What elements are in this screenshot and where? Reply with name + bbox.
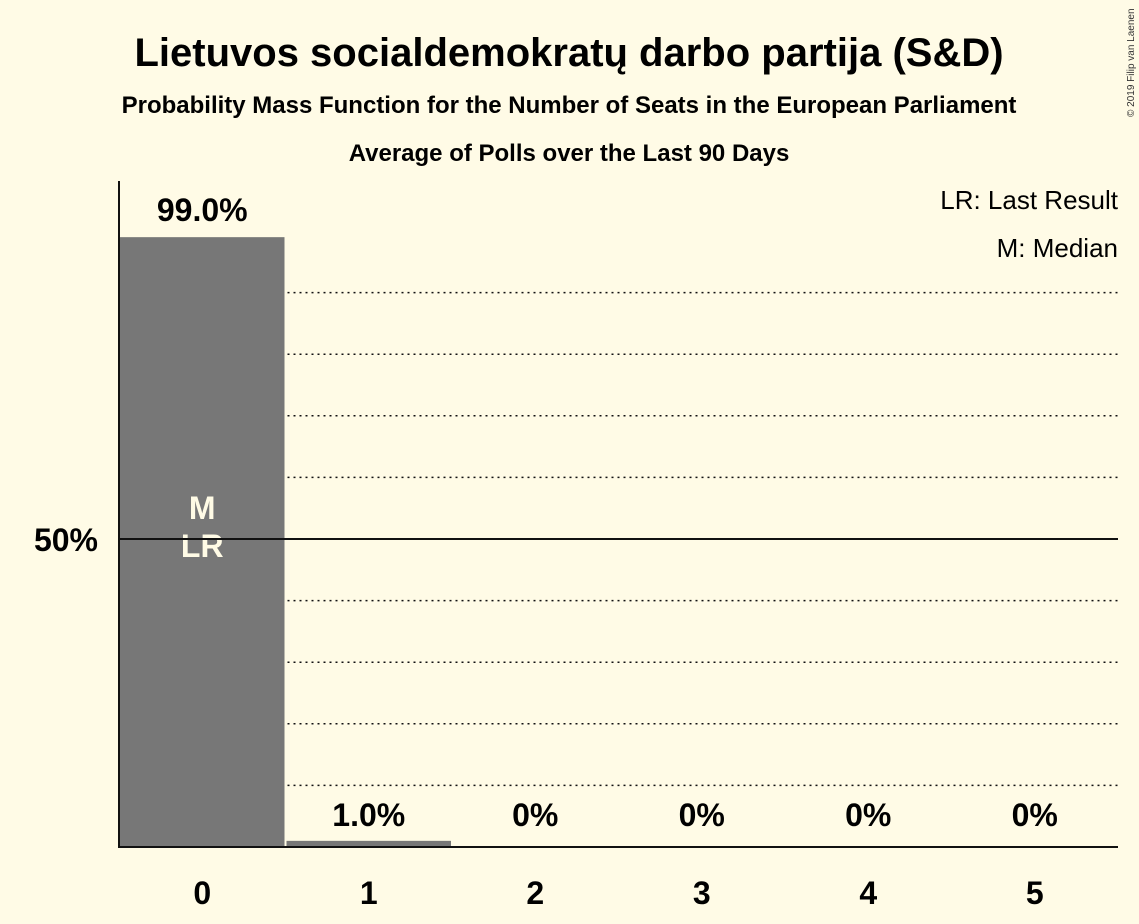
gridlines [287, 291, 1118, 787]
x-tick-label-4: 4 [859, 875, 877, 911]
bar-value-label-1: 1.0% [332, 797, 405, 833]
x-tick-label-5: 5 [1026, 875, 1044, 911]
bar-marker-lr: LR [181, 528, 224, 564]
legend-entry: M: Median [997, 233, 1118, 263]
x-tick-label-2: 2 [526, 875, 544, 911]
chart-subtitle-2: Average of Polls over the Last 90 Days [349, 140, 790, 167]
legend: LR: Last Result M: Median [940, 185, 1119, 263]
x-tick-label-1: 1 [360, 875, 378, 911]
x-tick-label-3: 3 [693, 875, 711, 911]
x-tick-label-0: 0 [193, 875, 211, 911]
bar-value-label-0: 99.0% [157, 192, 248, 228]
bars: 99.0% 1.0% 0% 0% 0% 0% MLR [120, 192, 1058, 847]
bar-marker-m: M [189, 490, 216, 526]
bar-value-label-2: 0% [512, 797, 558, 833]
bar-value-label-5: 0% [1012, 797, 1058, 833]
chart-subtitle: Probability Mass Function for the Number… [122, 92, 1017, 119]
chart-title: Lietuvos socialdemokratų darbo partija (… [134, 31, 1003, 75]
copyright-text: © 2019 Filip van Laenen [1126, 8, 1137, 117]
bar-0 [120, 237, 285, 847]
bar-value-label-4: 0% [845, 797, 891, 833]
bar-value-label-3: 0% [679, 797, 725, 833]
axes: 50% 0 1 2 3 4 5 [34, 181, 1118, 911]
legend-entry: LR: Last Result [940, 185, 1119, 215]
y-tick-label: 50% [34, 522, 98, 558]
bar-1 [286, 840, 451, 847]
